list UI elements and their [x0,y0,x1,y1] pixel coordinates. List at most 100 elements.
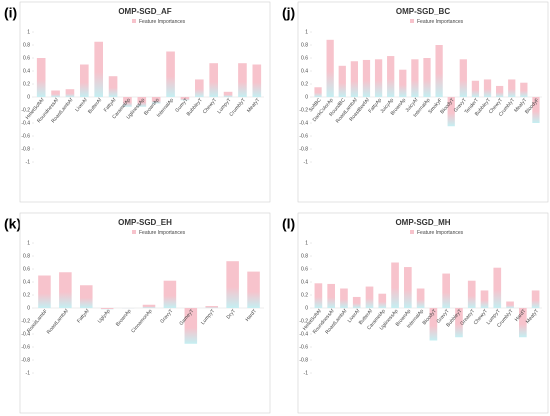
bar [531,290,540,308]
bar [362,59,371,97]
bar [352,296,361,308]
bar [447,97,455,127]
y-tick-label: 0.2 [301,81,308,87]
bar [459,59,467,97]
panel-label: (i) [4,5,17,21]
bar [496,85,504,97]
chart-title: OMP-SGD_EH [118,218,172,227]
y-tick-label: -0.4 [299,331,308,337]
y-tick-label: 0.4 [301,279,308,285]
y-tick-label: -0.4 [21,331,30,337]
bar [38,275,51,308]
bar [387,56,395,97]
y-tick-label: -0.8 [21,357,30,363]
y-tick-label: 0.4 [301,68,308,74]
bar [137,97,147,107]
chart-title: OMP-SGD_MH [395,218,450,227]
y-tick-label: 1 [305,240,308,246]
bar [378,293,387,308]
y-tick-label: -0.6 [299,344,308,350]
y-tick-label: -0.8 [299,146,308,152]
bar [519,308,527,338]
bar [209,63,218,97]
bar [423,58,431,97]
y-tick-label: -0.8 [299,357,308,363]
y-tick-label: -0.4 [21,120,30,126]
panel-frame [19,212,271,414]
y-tick-label: 1 [27,29,30,35]
y-tick-label: 0.8 [23,253,30,259]
bar [151,97,161,104]
bar [123,97,132,107]
legend-label: Feature Importances [139,19,186,25]
legend-label: Feature Importances [417,19,464,25]
chart-title: OMP-SGD_AF [118,7,171,16]
bar [238,63,247,97]
y-tick-label: 0.4 [23,279,30,285]
bar [467,280,476,308]
bar [252,64,262,97]
y-tick-label: 0.8 [301,42,308,48]
y-tick-label: -0.4 [299,120,308,126]
y-tick-label: 0.2 [23,292,30,298]
y-tick-label: -0.6 [21,344,30,350]
bar [108,76,118,97]
bar [532,97,540,123]
bar [480,290,489,308]
y-tick-label: -0.2 [21,107,30,113]
bar [374,59,383,97]
y-tick-label: 1 [305,29,308,35]
bar [399,69,407,97]
bar [404,267,412,308]
bar [350,61,358,97]
bar [36,58,46,97]
y-tick-label: 0.6 [301,266,308,272]
bar [340,288,348,308]
bar [226,261,239,308]
y-tick-label: 0.4 [23,68,30,74]
y-tick-label: -0.8 [21,146,30,152]
bar [94,41,103,97]
bar [391,262,399,308]
bar [471,80,480,97]
legend-swatch [410,230,414,234]
bar [429,308,438,341]
legend-swatch [132,19,136,23]
bar [416,288,425,308]
bar [59,272,72,308]
y-tick-label: -0.2 [21,318,30,324]
y-tick-label: -0.2 [299,318,308,324]
bar [314,87,322,97]
bar [455,308,463,338]
panel-label: (j) [282,5,295,21]
bar [520,82,528,97]
y-tick-label: 0 [27,94,30,100]
bar [205,306,218,308]
y-tick-label: -0.2 [299,107,308,113]
bar [142,304,156,308]
y-tick-label: 0 [27,305,30,311]
y-tick-label: 0 [305,305,308,311]
y-tick-label: -1 [26,159,31,165]
bar [223,91,233,97]
x-tick-label: DryT [226,308,238,320]
bar [80,285,93,308]
bar [483,79,492,97]
bar [80,64,89,97]
y-tick-label: -0.6 [21,133,30,139]
bar [338,65,346,97]
legend-label: Feature Importances [139,230,186,236]
panel-frame [297,1,549,203]
bar [163,280,177,308]
y-tick-label: -1 [304,370,309,376]
bar [247,271,260,308]
bar [51,90,60,97]
panel-frame [297,212,549,414]
panel-label: (k) [4,216,21,232]
y-tick-label: 0.6 [301,55,308,61]
bar [65,89,75,97]
bar [435,45,443,97]
bar [506,301,514,308]
bar [100,308,114,310]
